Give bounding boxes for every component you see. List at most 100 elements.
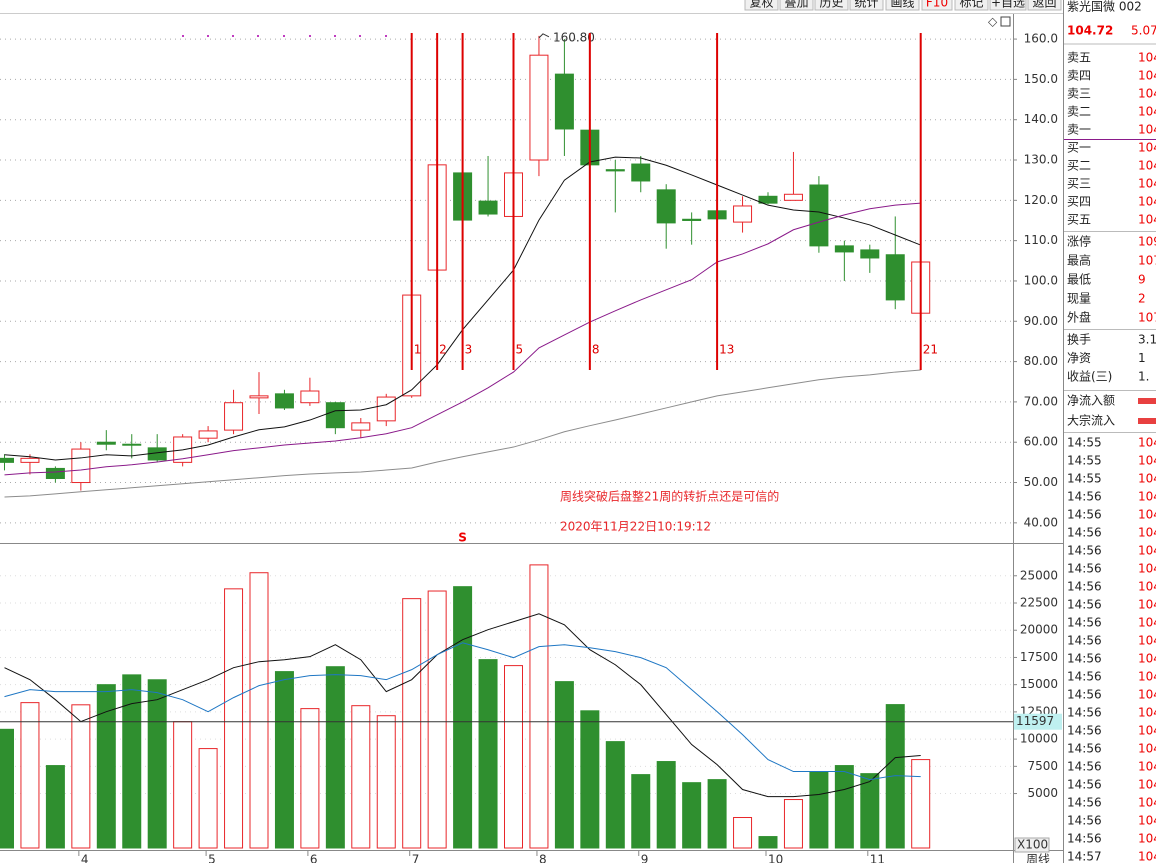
toolbar-button[interactable] <box>921 0 953 11</box>
x-tick-label: 10 <box>768 853 783 863</box>
high-pointer <box>538 33 550 39</box>
toolbar-label[interactable]: +自选 <box>991 0 1025 10</box>
toolbar-label[interactable]: F10 <box>926 0 948 10</box>
candle-body <box>529 54 549 161</box>
toolbar-button[interactable] <box>885 0 920 11</box>
trade-price: 104 <box>1138 778 1156 792</box>
quote-value: 104 <box>1138 123 1156 137</box>
y-tick-label: 100.0 <box>1024 273 1058 287</box>
candle-body <box>605 169 625 172</box>
candle-body <box>554 73 574 130</box>
volume-bar <box>0 728 14 849</box>
toolbar-button[interactable] <box>849 0 884 11</box>
candle-body <box>682 218 702 221</box>
trade-price: 104 <box>1138 490 1156 504</box>
candle-body <box>733 205 753 223</box>
trade-time: 14:56 <box>1067 832 1102 846</box>
volume-bar <box>71 704 91 849</box>
volume-average <box>4 613 921 798</box>
marker-label: 1 <box>414 343 422 357</box>
trade-price: 104 <box>1138 616 1156 630</box>
candle-body <box>122 443 142 446</box>
x-tick-label: 5 <box>208 853 216 863</box>
toolbar-button[interactable] <box>779 0 814 11</box>
toolbar-button[interactable] <box>989 0 1027 11</box>
trade-price: 104 <box>1138 634 1156 648</box>
quote-label: 卖五 <box>1067 51 1091 65</box>
quote-value: 104 <box>1138 195 1156 209</box>
toolbar-button[interactable] <box>744 0 779 11</box>
reference-tag <box>1014 713 1062 730</box>
volume-bar <box>783 799 803 849</box>
candle-body <box>20 457 40 463</box>
volume-bar <box>300 708 320 849</box>
y-tick-label: 110.0 <box>1024 233 1058 247</box>
quote-label: 外盘 <box>1067 310 1091 325</box>
volume-bar <box>122 674 142 849</box>
volume-bar <box>351 705 371 849</box>
candle-body <box>885 254 905 301</box>
volume-bar <box>911 759 931 849</box>
y-tick-label: 60.00 <box>1024 435 1058 449</box>
trade-price: 104 <box>1138 436 1156 450</box>
candle-body <box>631 163 651 182</box>
trade-price: 104 <box>1138 832 1156 846</box>
y-tick-label: 7500 <box>1027 759 1058 773</box>
icon[interactable] <box>1000 16 1011 27</box>
quote-label: 卖三 <box>1067 87 1091 101</box>
y-tick-label: 15000 <box>1020 677 1058 691</box>
volume-bar <box>224 588 244 849</box>
trade-price: 104 <box>1138 508 1156 522</box>
x-tick-label: 7 <box>412 853 420 863</box>
trade-time: 14:56 <box>1067 760 1102 774</box>
quote-label: 最低 <box>1067 273 1091 287</box>
toolbar-label[interactable]: 统计 <box>854 0 878 10</box>
trade-time: 14:56 <box>1067 706 1102 720</box>
x-tick-label: 11 <box>870 853 885 863</box>
toolbar-button[interactable] <box>954 0 989 11</box>
volume-bar <box>656 761 676 849</box>
x-tick-label: 9 <box>641 853 649 863</box>
volume-bar <box>758 836 778 849</box>
volume-bar <box>707 779 727 849</box>
trade-price: 104 <box>1138 598 1156 612</box>
toolbar-button[interactable] <box>1027 0 1062 11</box>
trade-time: 14:56 <box>1067 580 1102 594</box>
quote-label: 买五 <box>1067 213 1091 227</box>
stock-change: 5.07 <box>1131 24 1156 38</box>
trade-price: 104 <box>1138 526 1156 540</box>
annotation: 2020年11月22日10:19:12 <box>560 520 711 534</box>
volume-bar <box>453 586 473 849</box>
trade-price: 104 <box>1138 796 1156 810</box>
candle-body <box>224 402 244 431</box>
toolbar-label[interactable]: 标记 <box>959 0 983 10</box>
x-tick-label: 8 <box>539 853 547 863</box>
signal: S <box>458 531 467 545</box>
quote-label: 卖四 <box>1067 69 1091 83</box>
candle-body <box>860 249 880 259</box>
toolbar-button[interactable] <box>814 0 849 11</box>
y-tick-label: 17500 <box>1020 650 1058 664</box>
volume-bar <box>325 666 345 849</box>
toolbar-label[interactable]: 历史 <box>819 0 843 10</box>
top-dots <box>182 35 387 37</box>
volume-bar <box>173 721 193 849</box>
toolbar-label[interactable]: 叠加 <box>784 0 808 10</box>
trade-time: 14:56 <box>1067 652 1102 666</box>
quote-value: 104 <box>1138 159 1156 173</box>
toolbar-label[interactable]: 复权 <box>749 0 773 10</box>
candle-body <box>783 193 803 201</box>
y-tick-label: 160.0 <box>1024 32 1058 46</box>
trade-time: 14:56 <box>1067 562 1102 576</box>
quote-label: 收益(三) <box>1067 370 1112 384</box>
candle-body <box>834 245 854 253</box>
quote-label: 现量 <box>1067 292 1091 306</box>
quote-value: 2 <box>1138 292 1146 306</box>
y-tick-label: 25000 <box>1020 568 1058 582</box>
icon[interactable]: ◇ <box>988 15 998 29</box>
toolbar-label[interactable]: 返回 <box>1032 0 1056 10</box>
candle-body <box>351 422 371 431</box>
y-tick-label: 70.00 <box>1024 394 1058 408</box>
toolbar-label[interactable]: 画线 <box>890 0 914 10</box>
